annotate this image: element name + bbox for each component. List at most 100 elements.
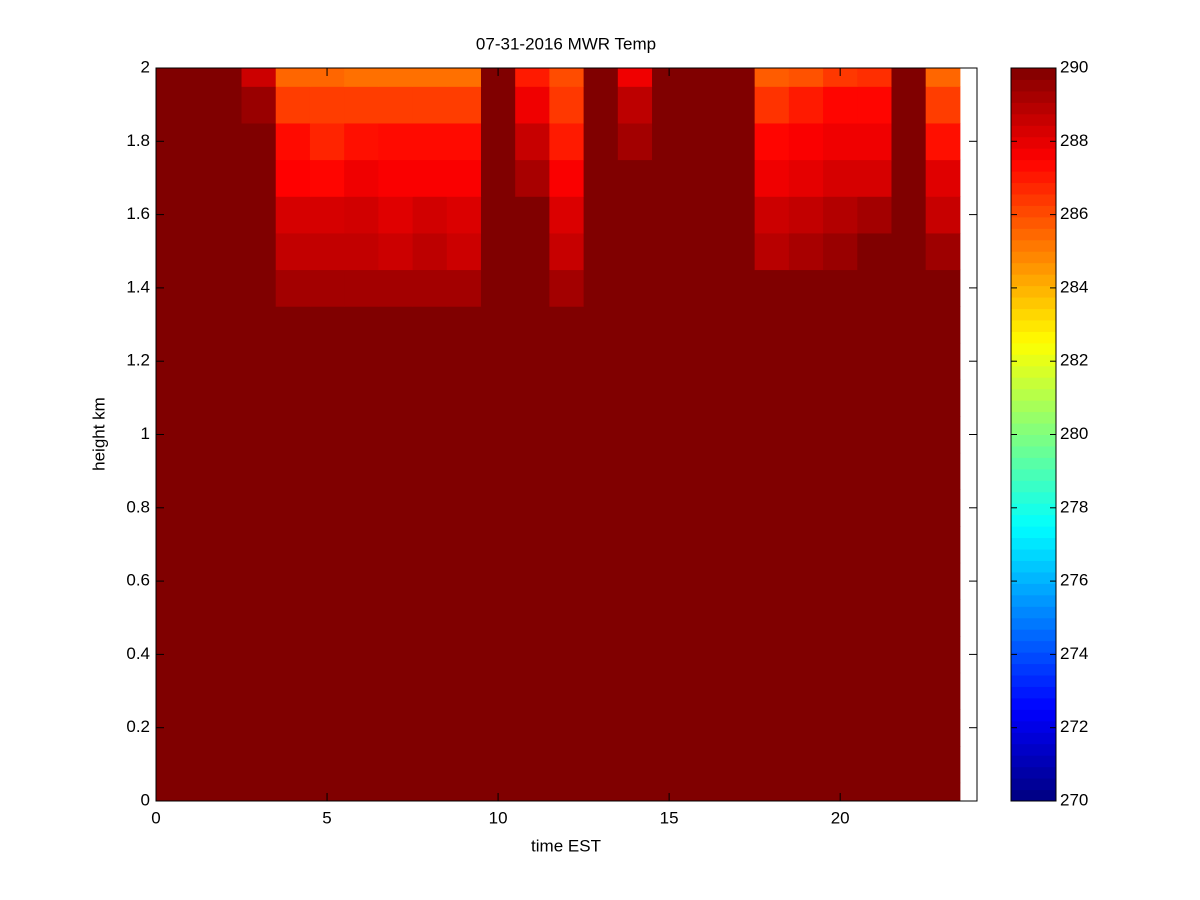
colorbar-swatch bbox=[1011, 285, 1056, 298]
heatmap-cell bbox=[788, 342, 824, 381]
heatmap-cell bbox=[275, 709, 311, 747]
heatmap-cell bbox=[173, 68, 208, 87]
heatmap-cell bbox=[583, 196, 619, 234]
heatmap-cell bbox=[309, 452, 345, 490]
heatmap-cell bbox=[617, 232, 653, 271]
x-tick-label: 10 bbox=[489, 808, 508, 827]
colorbar-swatch bbox=[1011, 778, 1056, 791]
heatmap-cell bbox=[686, 416, 721, 454]
heatmap-cell bbox=[446, 599, 482, 637]
heatmap-cell bbox=[275, 599, 311, 637]
heatmap-cell bbox=[480, 269, 516, 307]
colorbar-swatch bbox=[1011, 617, 1056, 630]
heatmap-cell bbox=[788, 232, 824, 271]
heatmap-cell bbox=[207, 306, 243, 344]
heatmap-cell bbox=[412, 452, 448, 490]
heatmap-cell bbox=[275, 122, 311, 161]
heatmap-cell bbox=[275, 562, 311, 600]
heatmap-cell bbox=[823, 782, 858, 802]
heatmap-cell bbox=[823, 159, 858, 197]
colorbar-swatch bbox=[1011, 388, 1056, 401]
heatmap-cell bbox=[378, 86, 414, 124]
heatmap-cell bbox=[857, 232, 892, 271]
colorbar-swatch bbox=[1011, 606, 1056, 619]
colorbar-swatch bbox=[1011, 526, 1056, 539]
heatmap-cell bbox=[823, 562, 858, 600]
heatmap-cell bbox=[549, 342, 585, 381]
colorbar-swatch bbox=[1011, 79, 1056, 92]
heatmap-cell bbox=[549, 746, 585, 784]
heatmap-cell bbox=[241, 232, 277, 271]
heatmap-cell bbox=[686, 709, 721, 747]
heatmap-cell bbox=[412, 196, 448, 234]
heatmap-cell bbox=[173, 122, 208, 161]
heatmap-cell bbox=[652, 489, 687, 527]
heatmap-cell bbox=[891, 342, 927, 381]
heatmap-cell bbox=[156, 196, 174, 234]
heatmap-cell bbox=[857, 636, 892, 674]
heatmap-cell bbox=[207, 672, 243, 710]
heatmap-cell bbox=[309, 636, 345, 674]
heatmap-cell bbox=[207, 269, 243, 307]
heatmap-cell bbox=[720, 416, 756, 454]
heatmap-cell bbox=[480, 196, 516, 234]
colorbar-swatch bbox=[1011, 743, 1056, 756]
colorbar-tick-label: 272 bbox=[1060, 717, 1088, 736]
heatmap-cell bbox=[378, 379, 414, 417]
heatmap-cell bbox=[515, 526, 550, 564]
heatmap-cell bbox=[515, 342, 550, 381]
colorbar-tick-label: 288 bbox=[1060, 131, 1088, 150]
heatmap-cell bbox=[480, 379, 516, 417]
chart-title: 07-31-2016 MWR Temp bbox=[476, 34, 656, 53]
heatmap-cell bbox=[309, 746, 345, 784]
heatmap-cell bbox=[788, 562, 824, 600]
colorbar-swatch bbox=[1011, 709, 1056, 722]
heatmap-cell bbox=[549, 379, 585, 417]
heatmap-cell bbox=[480, 636, 516, 674]
heatmap-cell bbox=[652, 379, 687, 417]
colorbar-swatch bbox=[1011, 640, 1056, 653]
colorbar-swatch bbox=[1011, 239, 1056, 252]
colorbar-swatch bbox=[1011, 583, 1056, 596]
heatmap-cell bbox=[515, 562, 550, 600]
heatmap-cell bbox=[275, 746, 311, 784]
heatmap-cell bbox=[480, 159, 516, 197]
heatmap-cell bbox=[925, 68, 961, 87]
heatmap-cell bbox=[156, 269, 174, 307]
heatmap-cell bbox=[925, 379, 961, 417]
heatmap-cell bbox=[686, 342, 721, 381]
heatmap-cell bbox=[156, 68, 174, 87]
heatmap-cell bbox=[583, 782, 619, 802]
heatmap-cell bbox=[891, 306, 927, 344]
heatmap-cell bbox=[891, 489, 927, 527]
heatmap-cell bbox=[344, 746, 379, 784]
heatmap-cell bbox=[583, 746, 619, 784]
heatmap-cell bbox=[617, 269, 653, 307]
colorbar-swatch bbox=[1011, 468, 1056, 481]
heatmap-cell bbox=[617, 342, 653, 381]
colorbar-swatch bbox=[1011, 354, 1056, 367]
heatmap-cell bbox=[583, 709, 619, 747]
y-tick-label: 0.4 bbox=[126, 644, 150, 663]
heatmap-cell bbox=[173, 452, 208, 490]
heatmap-cell bbox=[156, 86, 174, 124]
heatmap-cell bbox=[207, 709, 243, 747]
heatmap-cell bbox=[891, 526, 927, 564]
colorbar-swatch bbox=[1011, 308, 1056, 321]
heatmap-cell bbox=[583, 416, 619, 454]
heatmap-cell bbox=[720, 159, 756, 197]
heatmap-cell bbox=[686, 122, 721, 161]
heatmap-cell bbox=[617, 636, 653, 674]
heatmap-cell bbox=[823, 196, 858, 234]
heatmap-cell bbox=[378, 489, 414, 527]
heatmap-cell bbox=[583, 379, 619, 417]
heatmap-cell bbox=[823, 232, 858, 271]
heatmap-cell bbox=[857, 159, 892, 197]
heatmap-cell bbox=[515, 122, 550, 161]
heatmap-cell bbox=[156, 489, 174, 527]
heatmap-cell bbox=[173, 672, 208, 710]
heatmap-cell bbox=[720, 489, 756, 527]
heatmap-cell bbox=[788, 452, 824, 490]
heatmap-cell bbox=[549, 68, 585, 87]
